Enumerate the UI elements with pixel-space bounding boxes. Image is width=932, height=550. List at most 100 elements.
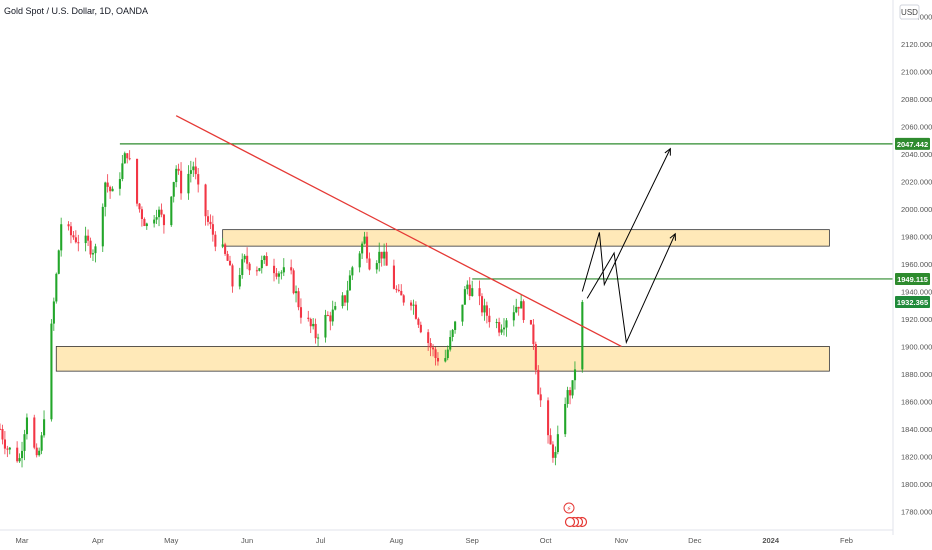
candle-body [498,322,501,333]
price-tick-label: 1920.000 [901,315,932,324]
candle-body [0,428,2,430]
time-axis[interactable]: Mar Apr May Jun Jul Aug Sep Oct Nov Dec 2024 Feb [16,536,853,545]
candle-body [434,349,437,358]
projection-arrow-path [581,148,671,292]
candle-body [43,419,46,436]
event-markers[interactable]: ⚡ [563,502,588,528]
time-tick-label: Feb [840,536,853,545]
candle-body [368,258,371,270]
candle-body [8,447,11,450]
price-axis[interactable]: 2140.0002120.0002100.0002080.0002060.000… [901,13,932,517]
candle-body [106,182,109,187]
candle-body [231,265,234,287]
candle-body [258,268,261,271]
price-tick-label: 1980.000 [901,233,932,242]
candle-body [485,305,488,316]
candle-body [334,306,337,310]
candle-body [346,290,349,303]
candle-body [551,444,555,458]
candle-body [192,166,195,171]
candle-body [402,295,405,303]
candle-body [162,214,166,226]
candle-body [348,275,351,291]
level-price-badge [895,272,930,285]
candle-body [549,435,552,445]
candle-body [25,417,29,435]
candle-body [385,251,388,266]
price-tick-label: 1780.000 [901,507,932,516]
supply-demand-zone [222,229,830,247]
candle-body [55,273,58,302]
candle-body [224,244,227,254]
candle-body [67,224,70,227]
candle-body [158,209,161,218]
time-tick-label: Jun [241,536,253,545]
candle-body [94,246,97,254]
candle-body [534,344,537,370]
candle-body [40,435,43,451]
candle-body [238,274,241,287]
candle-body [351,267,354,276]
candle-body [89,240,92,255]
candle-body [273,265,276,274]
candle-body [204,184,207,217]
candle-body [299,307,303,318]
candle-body [263,256,266,261]
candle-body [378,251,381,264]
time-tick-label: May [164,536,178,545]
candle-body [417,318,420,325]
candle-body [358,253,361,268]
descending-trendline [175,115,622,347]
candle-body [463,289,466,305]
candle-body [564,403,567,435]
candle-body [329,315,332,322]
candle-body [189,170,192,174]
candle-body [483,305,486,313]
candle-body [118,179,121,189]
projection-arrow-path [586,233,676,345]
candle-body [136,158,139,204]
candle-body [228,260,232,266]
candle-body [392,265,395,289]
candle-body [537,369,540,395]
currency-selector[interactable]: USD [899,4,920,20]
candle-body [343,295,347,303]
candle-body [520,301,523,309]
candle-body [502,327,506,330]
candle-body [101,206,104,247]
price-tick-label: 1840.000 [901,425,932,434]
candle-body [495,322,498,324]
levels-layer [119,143,893,280]
candle-body [221,244,224,247]
candle-body [471,288,474,297]
candle-body [104,182,107,207]
candle-body [123,153,126,164]
dividend-event-icon[interactable] [564,516,576,528]
candle-body [241,259,244,275]
candle-body [275,273,278,277]
price-badges-layer: 2047.442 1949.115 1932.365 [895,137,930,308]
candle-body [309,318,312,327]
candle-body [60,224,63,251]
candle-body [35,447,38,456]
lightning-event-icon[interactable] [563,502,575,514]
price-tick-label: 2020.000 [901,178,932,187]
candle-body [145,223,148,227]
candle-body [87,235,90,241]
candle-body [211,224,214,235]
candle-body [375,263,378,270]
candle-body [517,306,520,309]
currency-label: USD [901,8,918,17]
candle-body [436,357,440,362]
candle-body [109,186,112,192]
time-tick-label: 2024 [762,536,780,545]
candle-body [111,188,114,192]
candle-body [226,253,229,261]
candle-body [255,270,258,272]
candle-body [197,174,200,185]
time-tick-label: Nov [615,536,629,545]
candle-body [427,332,430,344]
candle-body [172,182,175,197]
candle-body [277,273,281,277]
